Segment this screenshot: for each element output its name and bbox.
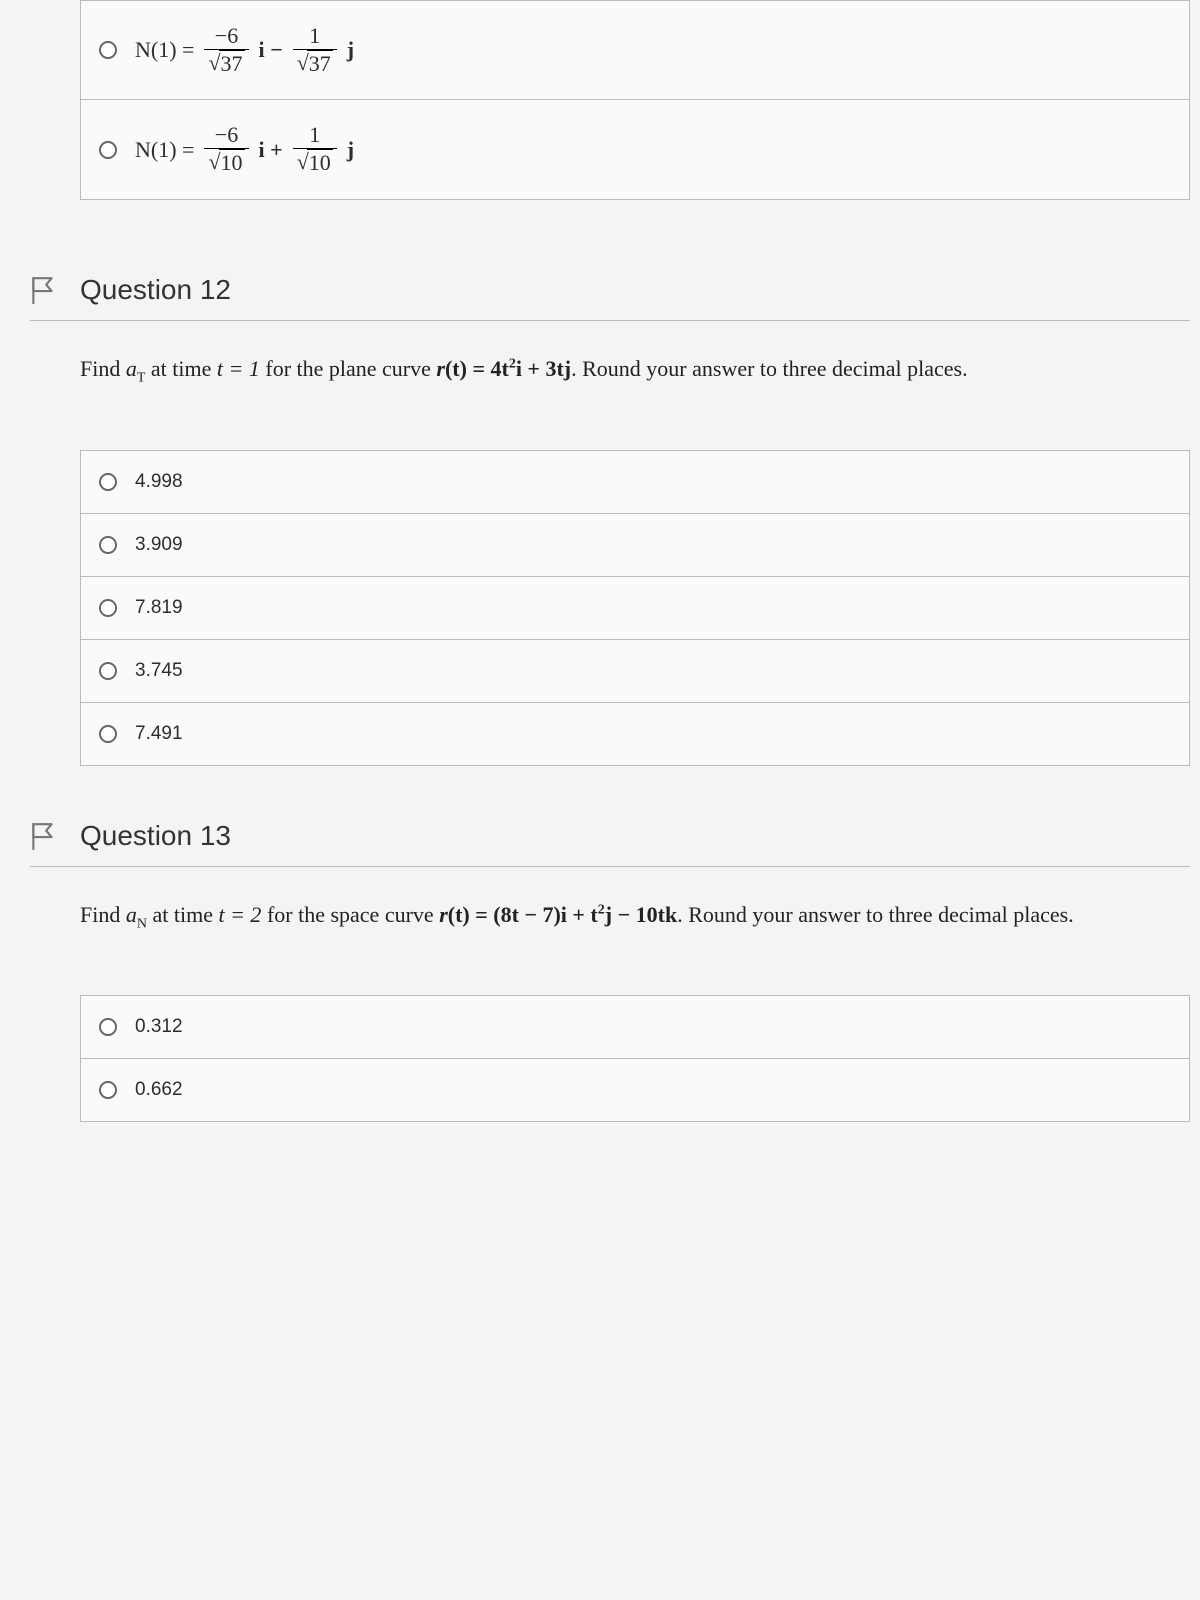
radio-unchecked-icon[interactable] xyxy=(99,725,117,743)
options-list: 4.998 3.909 7.819 3.745 7.491 xyxy=(80,450,1190,766)
question-12: Question 12 Find aT at time t = 1 for th… xyxy=(30,260,1190,766)
option-row[interactable]: N(1) = −6 10 i + 1 10 j xyxy=(80,100,1190,199)
option-label: 3.745 xyxy=(135,660,183,682)
option-row[interactable]: 0.662 xyxy=(80,1059,1190,1122)
flag-icon[interactable] xyxy=(30,275,56,305)
option-row[interactable]: N(1) = −6 37 i − 1 37 j xyxy=(80,0,1190,100)
question-header: Question 12 xyxy=(30,260,1190,321)
radio-unchecked-icon[interactable] xyxy=(99,1081,117,1099)
radio-unchecked-icon[interactable] xyxy=(99,141,117,159)
option-row[interactable]: 0.312 xyxy=(80,995,1190,1059)
question-prompt: Find aN at time t = 2 for the space curv… xyxy=(80,897,1190,936)
question-title: Question 12 xyxy=(80,274,231,306)
question-title: Question 13 xyxy=(80,820,231,852)
question-prompt: Find aT at time t = 1 for the plane curv… xyxy=(80,351,1190,390)
radio-unchecked-icon[interactable] xyxy=(99,536,117,554)
option-row[interactable]: 3.745 xyxy=(80,640,1190,703)
radio-unchecked-icon[interactable] xyxy=(99,473,117,491)
previous-question-options: N(1) = −6 37 i − 1 37 j N(1) = −6 10 xyxy=(30,0,1190,200)
question-13: Question 13 Find aN at time t = 2 for th… xyxy=(30,806,1190,1123)
option-label: 0.312 xyxy=(135,1016,183,1038)
radio-unchecked-icon[interactable] xyxy=(99,41,117,59)
option-label: 7.491 xyxy=(135,723,183,745)
option-formula: N(1) = −6 37 i − 1 37 j xyxy=(135,23,354,77)
quiz-page: N(1) = −6 37 i − 1 37 j N(1) = −6 10 xyxy=(0,0,1200,1600)
option-row[interactable]: 3.909 xyxy=(80,514,1190,577)
option-row[interactable]: 7.491 xyxy=(80,703,1190,766)
options-list: 0.312 0.662 xyxy=(80,995,1190,1122)
radio-unchecked-icon[interactable] xyxy=(99,1018,117,1036)
radio-unchecked-icon[interactable] xyxy=(99,599,117,617)
radio-unchecked-icon[interactable] xyxy=(99,662,117,680)
option-label: 3.909 xyxy=(135,534,183,556)
option-label: 0.662 xyxy=(135,1079,183,1101)
option-row[interactable]: 7.819 xyxy=(80,577,1190,640)
flag-icon[interactable] xyxy=(30,821,56,851)
option-label: 7.819 xyxy=(135,597,183,619)
option-row[interactable]: 4.998 xyxy=(80,450,1190,514)
option-formula: N(1) = −6 10 i + 1 10 j xyxy=(135,122,354,176)
question-header: Question 13 xyxy=(30,806,1190,867)
option-label: 4.998 xyxy=(135,471,183,493)
